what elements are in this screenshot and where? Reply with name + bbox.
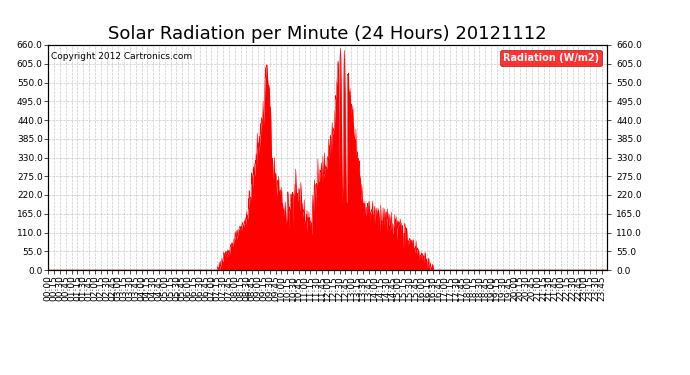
- Text: Copyright 2012 Cartronics.com: Copyright 2012 Cartronics.com: [51, 52, 193, 61]
- Title: Solar Radiation per Minute (24 Hours) 20121112: Solar Radiation per Minute (24 Hours) 20…: [108, 26, 547, 44]
- Legend: Radiation (W/m2): Radiation (W/m2): [500, 50, 602, 66]
